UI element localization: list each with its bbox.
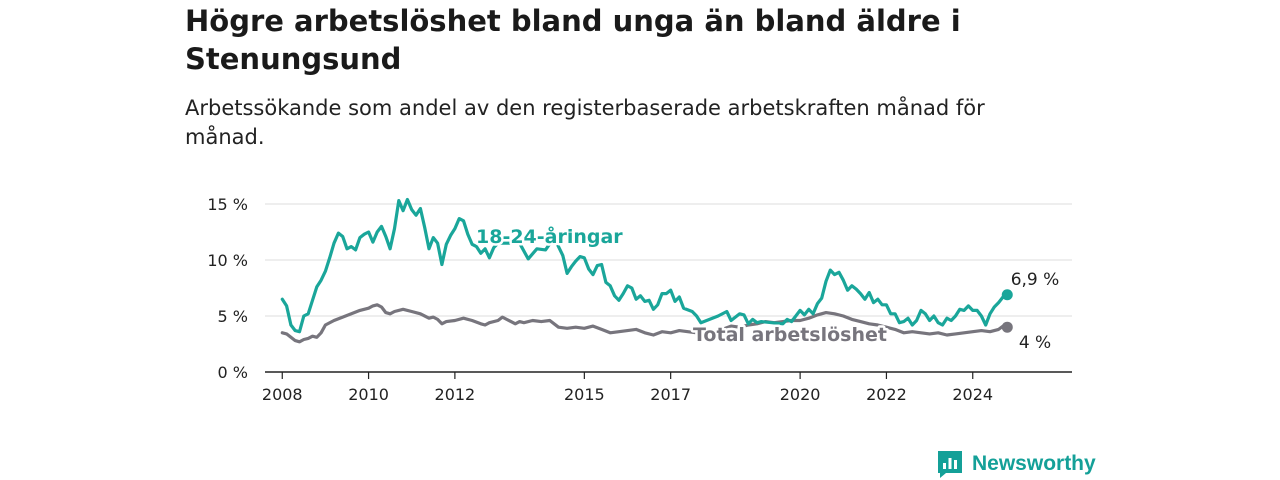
chart-title: Högre arbetslöshet bland unga än bland ä… <box>185 4 961 76</box>
x-tick-label: 2020 <box>780 385 821 404</box>
series-labels: 18-24-åringar Total arbetslöshet 6,9 % 4 % <box>474 222 1062 356</box>
y-tick-label: 5 % <box>218 307 248 326</box>
x-tick-label: 2022 <box>866 385 907 404</box>
y-tick-label: 15 % <box>207 195 248 214</box>
y-tick-label: 10 % <box>207 251 248 270</box>
series-label-youth: 18-24-åringar <box>476 224 623 248</box>
brand-name: Newsworthy <box>972 452 1096 475</box>
x-tick-label: 2017 <box>650 385 691 404</box>
series-line-youth <box>280 197 1009 334</box>
series-label-total: Total arbetslöshet <box>693 324 887 346</box>
axes: 0 % 5 % 10 % 15 % 2008 2010 2012 2015 2017 2020 20… <box>207 195 1072 404</box>
y-tick-label: 0 % <box>218 363 248 382</box>
series <box>280 197 1013 344</box>
end-value-label-total: 4 % <box>1019 333 1051 353</box>
x-tick-label: 2010 <box>348 385 389 404</box>
series-endpoint-total <box>1001 321 1013 333</box>
x-tick-label: 2008 <box>262 385 303 404</box>
end-value-label-youth: 6,9 % <box>1011 270 1060 290</box>
series-line-total <box>280 303 1009 344</box>
series-endpoint-youth <box>1001 289 1013 301</box>
x-tick-label: 2015 <box>564 385 605 404</box>
x-tick-label: 2024 <box>952 385 993 404</box>
newsworthy-bar-chart-icon <box>938 451 962 478</box>
x-tick-label: 2012 <box>435 385 476 404</box>
chart-subtitle: Arbetssökande som andel av den registerb… <box>185 96 985 149</box>
brand-logo: Newsworthy <box>936 448 1096 480</box>
gridlines <box>265 203 1072 317</box>
